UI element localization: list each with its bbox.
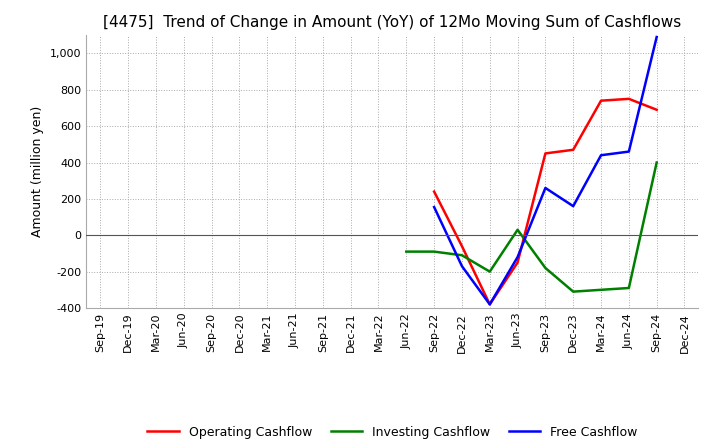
Operating Cashflow [569, 147, 577, 152]
Line: Free Cashflow: Free Cashflow [434, 37, 657, 304]
Investing Cashflow [541, 265, 550, 271]
Operating Cashflow [652, 107, 661, 112]
Line: Operating Cashflow: Operating Cashflow [434, 99, 657, 304]
Operating Cashflow [541, 151, 550, 156]
Free Cashflow [513, 254, 522, 260]
Operating Cashflow [624, 96, 633, 102]
Investing Cashflow [485, 269, 494, 274]
Free Cashflow [430, 205, 438, 210]
Operating Cashflow [597, 98, 606, 103]
Free Cashflow [569, 204, 577, 209]
Operating Cashflow [485, 302, 494, 307]
Free Cashflow [624, 149, 633, 154]
Free Cashflow [652, 34, 661, 40]
Investing Cashflow [513, 227, 522, 232]
Investing Cashflow [624, 286, 633, 291]
Operating Cashflow [430, 189, 438, 194]
Investing Cashflow [597, 287, 606, 293]
Investing Cashflow [569, 289, 577, 294]
Investing Cashflow [430, 249, 438, 254]
Legend: Operating Cashflow, Investing Cashflow, Free Cashflow: Operating Cashflow, Investing Cashflow, … [143, 421, 642, 440]
Free Cashflow [458, 264, 467, 269]
Investing Cashflow [652, 160, 661, 165]
Investing Cashflow [458, 253, 467, 258]
Title: [4475]  Trend of Change in Amount (YoY) of 12Mo Moving Sum of Cashflows: [4475] Trend of Change in Amount (YoY) o… [103, 15, 682, 30]
Line: Investing Cashflow: Investing Cashflow [406, 162, 657, 292]
Free Cashflow [597, 153, 606, 158]
Investing Cashflow [402, 249, 410, 254]
Free Cashflow [541, 185, 550, 191]
Operating Cashflow [458, 243, 467, 249]
Free Cashflow [485, 302, 494, 307]
Y-axis label: Amount (million yen): Amount (million yen) [32, 106, 45, 237]
Operating Cashflow [513, 260, 522, 265]
